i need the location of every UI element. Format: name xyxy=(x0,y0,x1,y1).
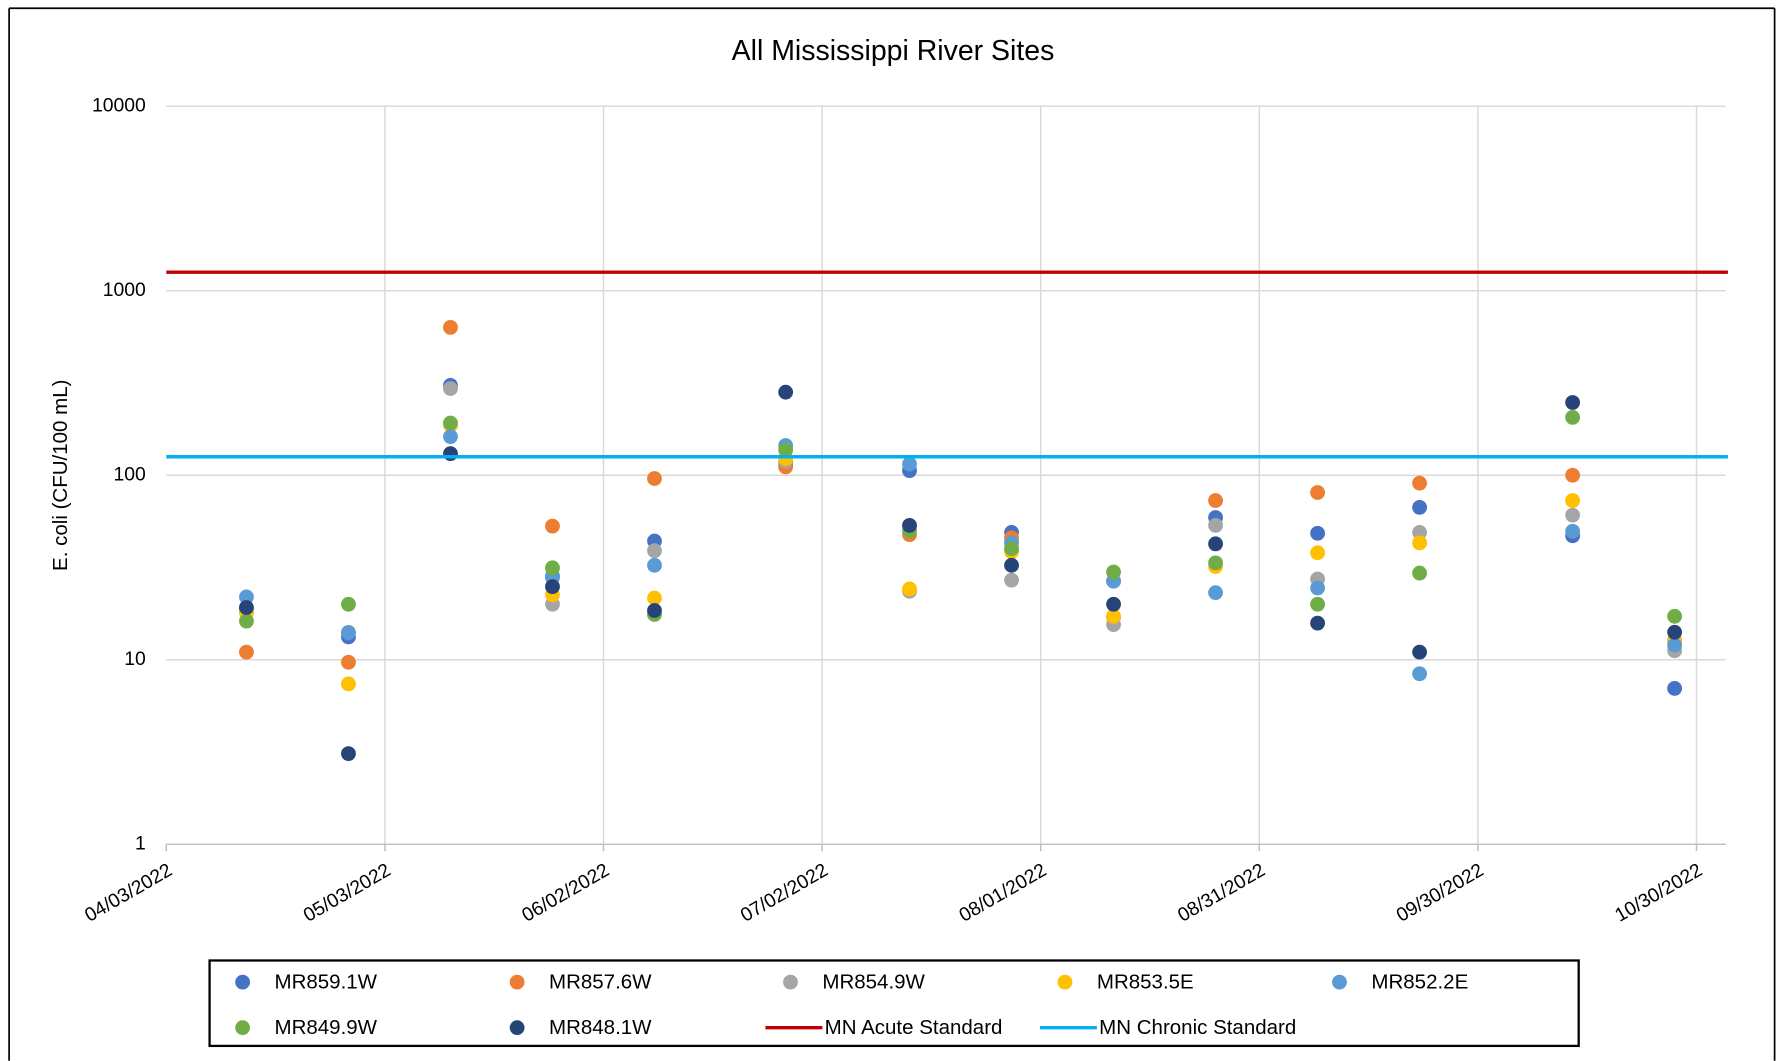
point xyxy=(443,319,458,335)
x-tick-label: 08/01/2022 xyxy=(955,859,1050,927)
chart-title: All Mississippi River Sites xyxy=(732,35,1055,67)
legend-label: MN Chronic Standard xyxy=(1099,1016,1296,1039)
x-tick-label: 06/02/2022 xyxy=(518,859,613,927)
point xyxy=(1667,637,1683,653)
point xyxy=(545,518,560,534)
point xyxy=(341,676,356,692)
point xyxy=(239,600,254,615)
point xyxy=(647,543,662,559)
point xyxy=(239,613,254,629)
point xyxy=(341,654,356,670)
point xyxy=(1004,572,1019,588)
y-tick-label: 10000 xyxy=(92,94,146,116)
legend-label: MN Acute Standard xyxy=(825,1016,1003,1039)
point xyxy=(1412,499,1427,515)
point xyxy=(1310,485,1325,500)
point xyxy=(1412,666,1427,682)
point xyxy=(239,644,254,660)
point xyxy=(443,381,458,396)
x-tick-label: 04/03/2022 xyxy=(81,859,176,927)
y-tick-label: 100 xyxy=(113,463,146,485)
point xyxy=(1004,557,1019,573)
legend-label: MR849.9W xyxy=(275,1016,378,1039)
point xyxy=(1412,565,1427,581)
y-axis-label: E. coli (CFU/100 mL) xyxy=(49,380,72,571)
point xyxy=(1412,525,1427,540)
point xyxy=(1565,395,1581,410)
point xyxy=(443,446,458,462)
legend-label: MR852.2E xyxy=(1371,971,1468,994)
point xyxy=(1310,545,1325,561)
point xyxy=(1208,536,1223,552)
point xyxy=(1565,507,1581,523)
point xyxy=(1208,493,1223,508)
point xyxy=(1004,541,1019,557)
point xyxy=(1310,525,1325,541)
point xyxy=(1412,644,1427,660)
point xyxy=(1667,624,1683,640)
point xyxy=(239,589,254,605)
point xyxy=(1565,409,1581,425)
point xyxy=(647,471,662,486)
legend-marker xyxy=(509,1020,525,1036)
x-tick-label: 10/30/2022 xyxy=(1611,859,1706,927)
legend-marker xyxy=(509,974,525,990)
point xyxy=(902,581,917,597)
point xyxy=(341,596,356,612)
x-tick-label: 08/31/2022 xyxy=(1174,859,1269,927)
point xyxy=(1310,580,1325,596)
y-tick-label: 10 xyxy=(124,648,146,670)
legend-label: MR857.6W xyxy=(549,971,652,994)
point xyxy=(1208,555,1223,571)
point xyxy=(443,415,458,431)
point xyxy=(1565,493,1581,508)
legend-box xyxy=(208,959,1580,1048)
point xyxy=(443,429,458,445)
point xyxy=(1667,608,1683,624)
point xyxy=(778,384,794,400)
point xyxy=(1412,535,1427,551)
point xyxy=(1208,585,1223,601)
legend-label: MR854.9W xyxy=(822,971,925,994)
point xyxy=(902,517,917,533)
point xyxy=(545,579,560,595)
legend-marker xyxy=(783,974,798,990)
point xyxy=(778,442,794,458)
legend-marker xyxy=(1057,974,1073,990)
point xyxy=(902,456,917,472)
point xyxy=(341,746,356,762)
x-tick-label: 09/30/2022 xyxy=(1393,859,1488,927)
legend-label: MR853.5E xyxy=(1097,971,1194,994)
point xyxy=(647,603,662,618)
point xyxy=(545,560,560,576)
point xyxy=(1565,523,1581,539)
point xyxy=(647,590,662,606)
legend-marker xyxy=(1332,974,1347,990)
legend-label: MR848.1W xyxy=(549,1016,652,1039)
point xyxy=(647,557,662,573)
point xyxy=(1208,517,1223,533)
point xyxy=(1667,680,1683,696)
legend-label: MR859.1W xyxy=(275,971,378,994)
point xyxy=(341,625,356,641)
point xyxy=(1412,475,1427,491)
x-tick-label: 07/02/2022 xyxy=(737,859,832,927)
point xyxy=(1310,615,1325,631)
y-tick-label: 1000 xyxy=(103,279,146,301)
point xyxy=(1310,596,1325,612)
point xyxy=(1106,564,1121,580)
y-tick-label: 1 xyxy=(135,832,146,854)
legend-marker xyxy=(235,1020,251,1036)
point xyxy=(1565,467,1581,483)
point xyxy=(1106,596,1121,612)
x-tick-label: 05/03/2022 xyxy=(300,859,395,927)
legend-marker xyxy=(235,974,251,990)
point xyxy=(1106,608,1121,624)
